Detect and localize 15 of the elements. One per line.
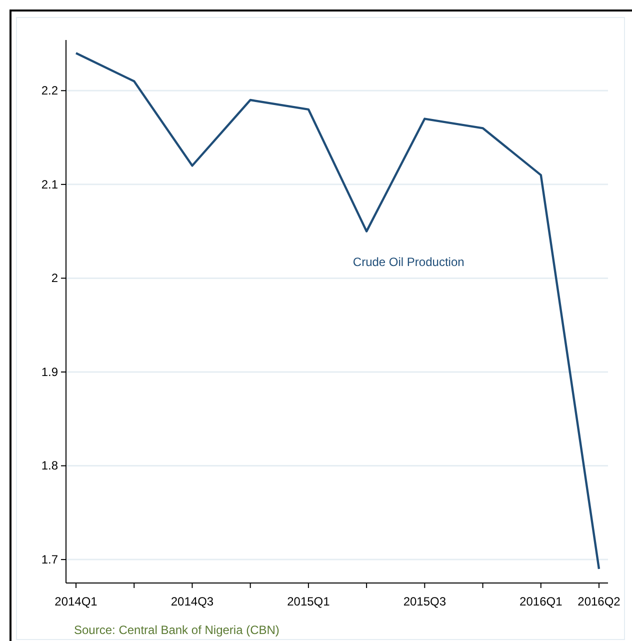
y-tick-label: 1.8 — [41, 458, 58, 473]
line-series — [74, 52, 600, 570]
x-tick-label: 2015Q3 — [403, 594, 446, 608]
x-tick-label: 2014Q3 — [170, 594, 214, 608]
x-tick-label: 2016Q1 — [520, 594, 563, 608]
y-tick-label: 2 — [51, 271, 58, 286]
y-tick-label: 2.1 — [41, 177, 58, 192]
x-tick-label: 2015Q1 — [287, 594, 330, 608]
source-note: Source: Central Bank of Nigeria (CBN) — [74, 623, 280, 637]
y-tick-label: 2.2 — [41, 83, 58, 98]
text: Crude Oil Production — [352, 255, 464, 270]
x-tick-label: 2016Q2 — [578, 594, 621, 608]
x-tick-label: 2014Q1 — [54, 594, 98, 608]
y-tick-label: 1.9 — [41, 364, 58, 379]
y-tick-label: 1.7 — [41, 552, 58, 566]
